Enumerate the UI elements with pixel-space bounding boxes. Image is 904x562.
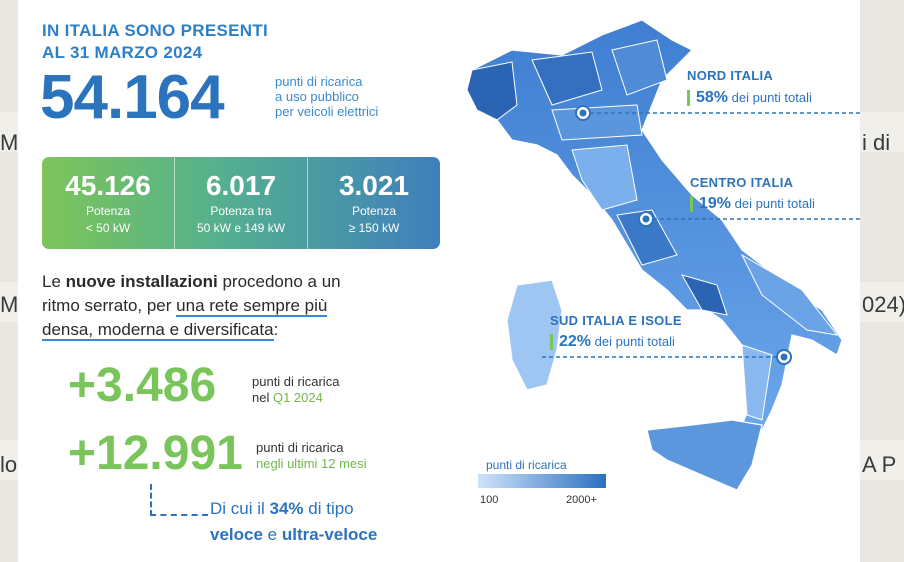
stat-desc-line: punti di ricarica xyxy=(256,440,344,455)
kpi-label: ≥ 150 kW xyxy=(348,221,400,235)
para-bold: nuove installazioni xyxy=(65,272,218,291)
centro-marker-dot xyxy=(642,215,650,223)
region-label-centro: CENTRO ITALIA xyxy=(690,175,794,190)
region-veneto xyxy=(611,39,668,96)
title-line: AL 31 MARZO 2024 xyxy=(42,43,203,62)
total-charging-points: 54.164 xyxy=(40,63,225,132)
bg-text-fragment: i di xyxy=(862,130,891,155)
stat-desc-prefix: nel xyxy=(252,390,273,405)
kpi-label: Potenza xyxy=(351,204,397,218)
kpi-label: < 50 kW xyxy=(85,221,131,235)
infographic-title: IN ITALIA SONO PRESENTI AL 31 MARZO 2024 xyxy=(42,20,268,64)
italy-map xyxy=(466,19,860,491)
region-emilia xyxy=(551,104,643,141)
bg-text-fragment: lo xyxy=(0,452,18,477)
region-puglia xyxy=(740,253,839,336)
bg-text-fragment: A P xyxy=(862,452,897,477)
note-pct: 34% xyxy=(269,499,304,518)
region-share-sud: 22% dei punti totali xyxy=(550,334,675,350)
region-lombardia xyxy=(531,51,603,106)
region-label-nord: NORD ITALIA xyxy=(687,68,774,83)
kpi-value: 6.017 xyxy=(205,170,277,201)
bg-text-fragment: 024) xyxy=(862,292,904,317)
region-pct-value: 58% xyxy=(696,89,729,106)
intro-paragraph: Le nuove installazioni procedono a un ri… xyxy=(42,270,382,342)
stat-desc-highlight: negli ultimi 12 mesi xyxy=(256,456,367,471)
year-new-points: +12.991 xyxy=(68,427,243,480)
legend-gradient xyxy=(478,474,606,488)
kpi-value: 3.021 xyxy=(338,170,410,201)
note-bold: veloce xyxy=(210,525,263,544)
desc-line: per veicoli elettrici xyxy=(275,104,379,119)
fast-charging-note: Di cui il 34% di tipo veloce e ultra-vel… xyxy=(210,496,377,548)
note-text: di tipo xyxy=(303,499,354,518)
region-pct-suffix: dei punti totali xyxy=(728,90,812,105)
kpi-mid-power: 6.017 Potenza tra 50 kW e 149 kW xyxy=(175,157,308,249)
region-pct-value: 19% xyxy=(699,195,732,212)
region-toscana xyxy=(571,144,638,211)
sardinia-island xyxy=(506,279,563,391)
region-pct-value: 22% xyxy=(559,333,592,350)
para-text: procedono a un ritmo serrato, per xyxy=(42,272,341,315)
kpi-low-power: 45.126 Potenza < 50 kW xyxy=(42,157,175,249)
year-description: punti di ricarica negli ultimi 12 mesi xyxy=(256,440,367,472)
q1-new-points: +3.486 xyxy=(68,359,217,412)
total-description: punti di ricarica a uso pubblico per vei… xyxy=(275,74,378,119)
sicily-island xyxy=(646,419,763,491)
kpi-label: Potenza tra xyxy=(210,204,272,218)
region-piemonte xyxy=(466,61,518,121)
nord-marker-dot xyxy=(579,109,587,117)
title-line: IN ITALIA SONO PRESENTI xyxy=(42,21,269,40)
region-label-sud: SUD ITALIA E ISOLE xyxy=(550,313,682,328)
kpi-high-power: 3.021 Potenza ≥ 150 kW xyxy=(308,157,440,249)
stat-desc-highlight: Q1 2024 xyxy=(272,390,323,405)
sud-marker-dot xyxy=(780,353,788,361)
para-text: : xyxy=(273,320,279,339)
infographic-card: IN ITALIA SONO PRESENTI AL 31 MARZO 2024… xyxy=(18,0,860,562)
bg-text-fragment: M xyxy=(0,292,19,317)
q1-description: punti di ricarica nel Q1 2024 xyxy=(252,374,339,406)
region-calabria xyxy=(741,344,773,421)
desc-line: punti di ricarica xyxy=(275,74,363,89)
region-share-nord: 58% dei punti totali xyxy=(687,90,812,106)
power-breakdown-bar: 45.126 Potenza < 50 kW 6.017 Potenza tra… xyxy=(42,157,440,249)
region-pct-suffix: dei punti totali xyxy=(731,196,815,211)
para-underlined: una rete sempre più densa, moderna e div… xyxy=(42,296,328,341)
region-pct-suffix: dei punti totali xyxy=(591,334,675,349)
note-text: e xyxy=(262,525,282,544)
stat-desc-line: punti di ricarica xyxy=(252,374,340,389)
region-campania xyxy=(680,274,728,316)
kpi-label: 50 kW e 149 kW xyxy=(196,221,286,235)
region-share-centro: 19% dei punti totali xyxy=(690,196,815,212)
legend-title: punti di ricarica xyxy=(486,458,567,472)
region-lazio xyxy=(616,209,678,266)
desc-line: a uso pubblico xyxy=(275,89,359,104)
bg-text-fragment: M xyxy=(0,130,19,155)
note-bold: ultra-veloce xyxy=(281,525,378,544)
dashed-connector xyxy=(150,484,208,516)
kpi-value: 45.126 xyxy=(65,170,151,201)
legend-max: 2000+ xyxy=(566,494,597,506)
legend-min: 100 xyxy=(480,494,499,506)
note-text: Di cui il xyxy=(210,499,270,518)
kpi-label: Potenza xyxy=(85,204,131,218)
para-text: Le xyxy=(42,272,66,291)
